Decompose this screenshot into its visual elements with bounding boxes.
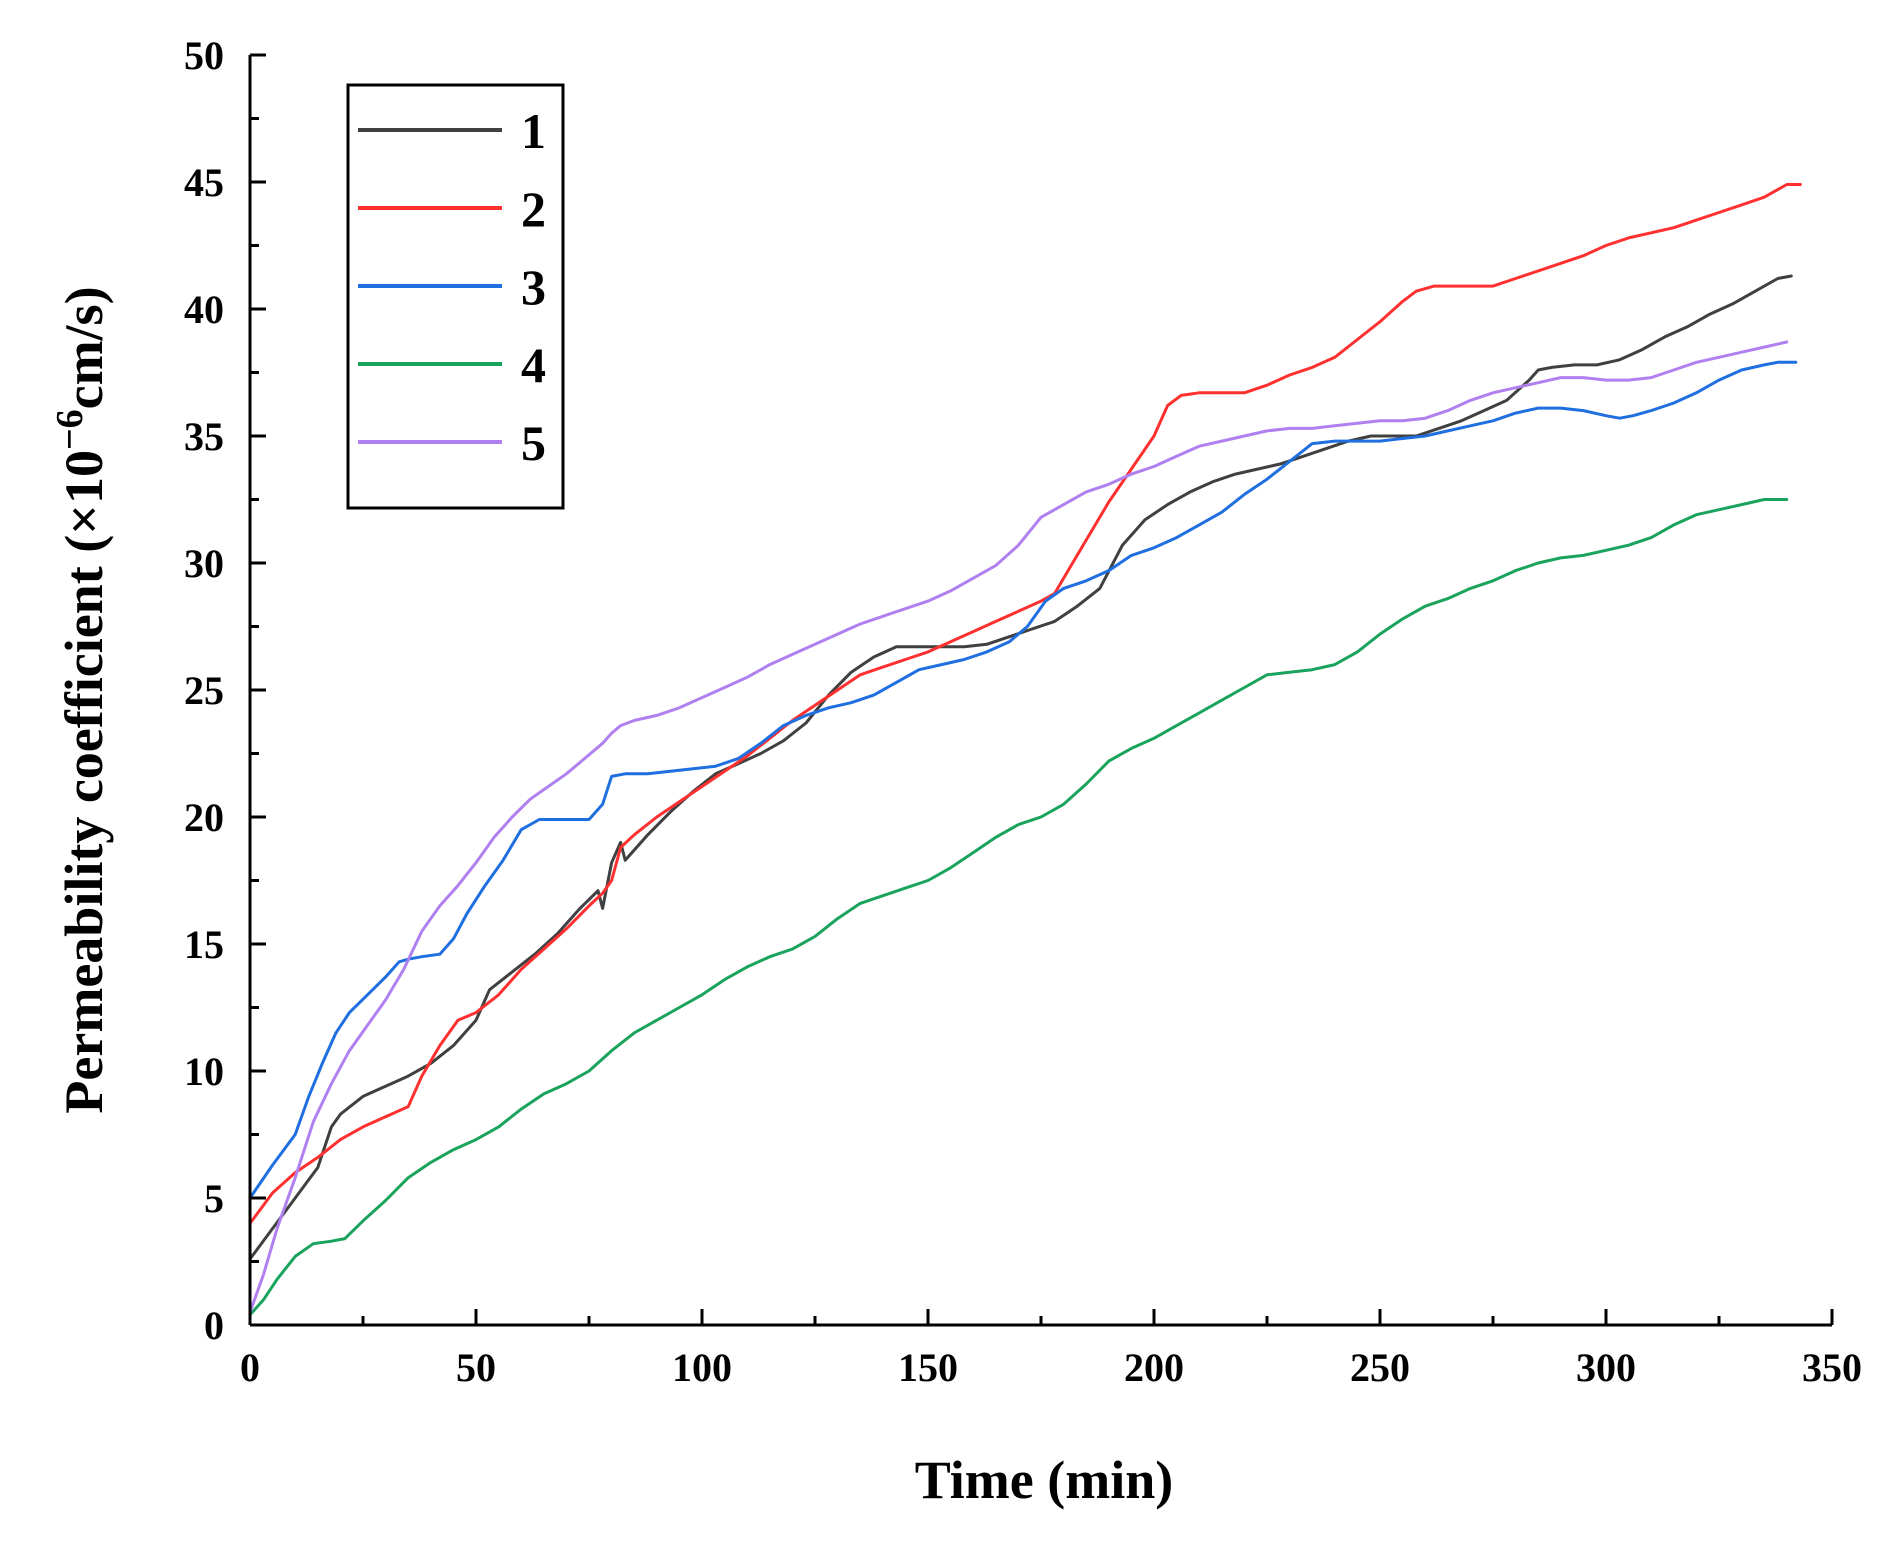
x-tick-label: 250 bbox=[1350, 1345, 1410, 1390]
x-tick-label: 150 bbox=[898, 1345, 958, 1390]
y-axis-title-exponent: −6 bbox=[49, 409, 91, 450]
y-tick-label: 35 bbox=[184, 414, 224, 459]
y-tick-label: 0 bbox=[204, 1303, 224, 1348]
series-layer bbox=[248, 183, 1802, 1317]
y-tick-label: 15 bbox=[184, 922, 224, 967]
legend-box bbox=[346, 83, 565, 510]
x-tick-label: 0 bbox=[240, 1345, 260, 1390]
y-tick-label: 50 bbox=[184, 33, 224, 78]
y-axis-title: Permeability coefficient (×10−6cm/s) bbox=[49, 286, 114, 1113]
y-tick-label: 30 bbox=[184, 541, 224, 586]
y-tick-label: 40 bbox=[184, 287, 224, 332]
y-tick-label: 45 bbox=[184, 160, 224, 205]
series-line-1 bbox=[248, 274, 1793, 1261]
legend: 1 2 3 4 5 bbox=[346, 83, 565, 510]
legend-label-2: 2 bbox=[521, 181, 546, 237]
y-tick-label: 25 bbox=[184, 668, 224, 713]
series-line-2 bbox=[248, 183, 1802, 1225]
legend-label-4: 4 bbox=[521, 337, 546, 393]
y-tick-label: 10 bbox=[184, 1049, 224, 1094]
legend-label-1: 1 bbox=[521, 103, 546, 159]
ticks-layer: 0 50 100 150 200 250 300 3500510152025303540455… bbox=[184, 33, 1862, 1390]
legend-label-3: 3 bbox=[521, 259, 546, 315]
y-axis-title-unit: cm/s) bbox=[54, 286, 114, 409]
y-tick-label: 5 bbox=[204, 1176, 224, 1221]
series-line-3 bbox=[248, 360, 1798, 1200]
x-tick-label: 100 bbox=[672, 1345, 732, 1390]
series-line-4 bbox=[248, 498, 1789, 1317]
x-tick-label: 350 bbox=[1802, 1345, 1862, 1390]
x-axis-title: Time (min) bbox=[915, 1450, 1173, 1510]
x-tick-label: 200 bbox=[1124, 1345, 1184, 1390]
series-line-5 bbox=[248, 340, 1789, 1314]
y-axis-title-main: Permeability coefficient (×10 bbox=[54, 450, 114, 1114]
y-tick-label: 20 bbox=[184, 795, 224, 840]
x-tick-label: 50 bbox=[456, 1345, 496, 1390]
legend-label-5: 5 bbox=[521, 415, 546, 471]
x-tick-label: 300 bbox=[1576, 1345, 1636, 1390]
